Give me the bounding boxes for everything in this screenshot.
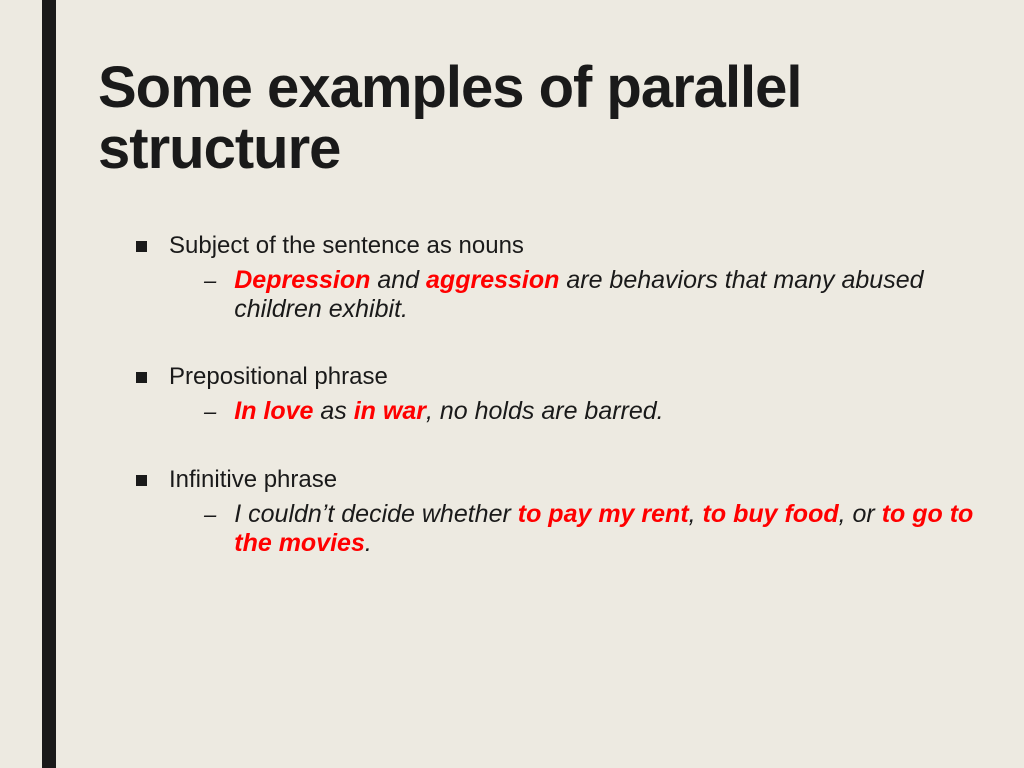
plain-text: and	[370, 266, 426, 294]
dash-bullet-icon: –	[204, 268, 216, 294]
plain-text: I couldn’t decide whether	[234, 500, 518, 528]
highlight-text: In love	[234, 397, 313, 425]
example-sentence: I couldn’t decide whether to pay my rent…	[234, 500, 974, 558]
example-row: – In love as in war, no holds are barred…	[136, 397, 974, 426]
item-heading: Infinitive phrase	[169, 466, 337, 494]
plain-text: , no holds are barred.	[426, 397, 664, 425]
accent-bar	[42, 0, 56, 768]
slide-title: Some examples of parallel structure	[98, 58, 974, 180]
slide-content: Some examples of parallel structure Subj…	[98, 58, 974, 598]
item-heading-row: Infinitive phrase	[136, 466, 974, 494]
example-sentence: Depression and aggression are behaviors …	[234, 266, 974, 324]
square-bullet-icon	[136, 475, 147, 486]
plain-text: .	[365, 529, 372, 557]
example-sentence: In love as in war, no holds are barred.	[234, 397, 663, 426]
item-heading-row: Prepositional phrase	[136, 363, 974, 391]
highlight-text: aggression	[426, 266, 559, 294]
highlight-text: to buy food	[703, 500, 839, 528]
list-item: Prepositional phrase – In love as in war…	[136, 363, 974, 426]
square-bullet-icon	[136, 372, 147, 383]
highlight-text: to pay my rent	[518, 500, 689, 528]
example-row: – Depression and aggression are behavior…	[136, 266, 974, 324]
list-item: Subject of the sentence as nouns – Depre…	[136, 232, 974, 324]
plain-text: , or	[839, 500, 882, 528]
list-item: Infinitive phrase – I couldn’t decide wh…	[136, 466, 974, 558]
bullet-list: Subject of the sentence as nouns – Depre…	[98, 232, 974, 558]
plain-text: as	[313, 397, 353, 425]
example-row: – I couldn’t decide whether to pay my re…	[136, 500, 974, 558]
square-bullet-icon	[136, 241, 147, 252]
plain-text: ,	[689, 500, 703, 528]
highlight-text: Depression	[234, 266, 370, 294]
item-heading: Subject of the sentence as nouns	[169, 232, 524, 260]
item-heading-row: Subject of the sentence as nouns	[136, 232, 974, 260]
item-heading: Prepositional phrase	[169, 363, 388, 391]
dash-bullet-icon: –	[204, 502, 216, 528]
dash-bullet-icon: –	[204, 399, 216, 425]
highlight-text: in war	[354, 397, 426, 425]
